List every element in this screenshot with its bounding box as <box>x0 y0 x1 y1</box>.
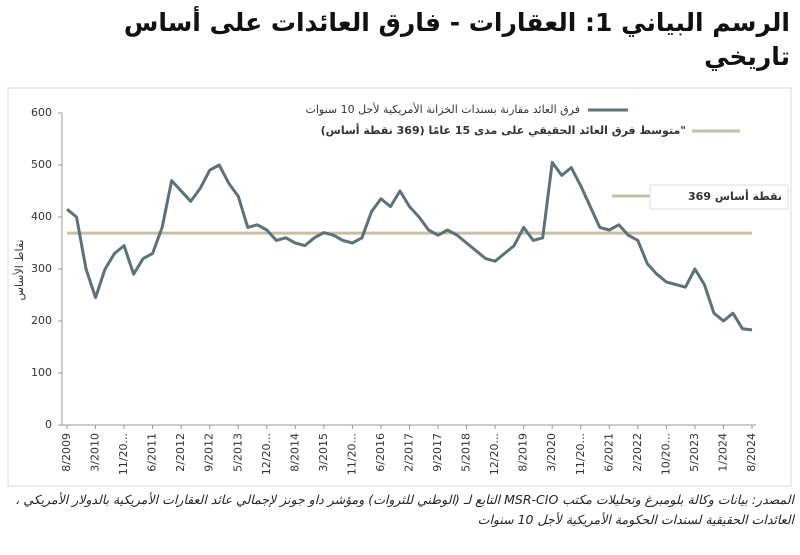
x-tick-label: 8/2014 <box>288 433 301 472</box>
x-tick-label: 2/2022 <box>631 433 644 472</box>
x-tick-label: 2/2012 <box>174 433 187 472</box>
y-tick-label: 600 <box>31 106 52 119</box>
annotation-label: 369 نقطة أساس <box>688 189 782 203</box>
y-tick-label: 500 <box>31 158 52 171</box>
x-tick-label: 8/2009 <box>60 433 73 472</box>
legend-label: متوسط فرق العائد الحقيقي على مدى 15 عامً… <box>321 123 686 137</box>
data-line <box>66 160 753 332</box>
chart-title: الرسم البياني 1: العقارات - فارق العائدا… <box>123 8 790 71</box>
x-tick-label: 5/2023 <box>688 433 701 472</box>
source-note: المصدر: بيانات وكالة بلومبرغ وتحليلات مك… <box>15 492 794 527</box>
x-tick-label: 1/2024 <box>716 433 729 472</box>
x-tick-label: 9/2012 <box>203 433 216 472</box>
x-tick-label: 6/2016 <box>374 433 387 472</box>
annotation-box <box>649 184 789 210</box>
y-tick-label: 200 <box>31 314 52 327</box>
y-tick-label: 0 <box>45 418 52 431</box>
chart-frame <box>7 87 792 487</box>
x-tick-label: 3/2010 <box>89 433 102 472</box>
x-tick-label: 5/2013 <box>231 433 244 472</box>
x-tick-label: 11/20... <box>117 433 130 475</box>
x-tick-label: 8/2024 <box>745 433 758 472</box>
x-tick-label: 6/2021 <box>602 433 615 472</box>
x-tick-label: 3/2020 <box>545 433 558 472</box>
x-tick-label: 12/20... <box>488 433 501 475</box>
y-tick-label: 400 <box>31 210 52 223</box>
x-tick-label: 3/2015 <box>317 433 330 472</box>
x-tick-label: 8/2019 <box>517 433 530 472</box>
x-tick-label: 11/20... <box>345 433 358 475</box>
x-tick-label: 12/20... <box>260 433 273 475</box>
x-tick-label: 10/20... <box>659 433 672 475</box>
x-tick-label: 6/2011 <box>146 433 159 472</box>
legend-label: فرق العائد مقارنة بسندات الخزانة الأمريك… <box>306 102 580 116</box>
x-tick-label: 11/20... <box>574 433 587 475</box>
x-tick-label: 5/2018 <box>460 433 473 472</box>
y-tick-label: 100 <box>31 366 52 379</box>
y-axis-label: نقاط الأساس <box>12 240 26 301</box>
y-tick-label: 300 <box>31 262 52 275</box>
x-tick-label: 9/2017 <box>431 433 444 472</box>
x-tick-label: 2/2017 <box>403 433 416 472</box>
